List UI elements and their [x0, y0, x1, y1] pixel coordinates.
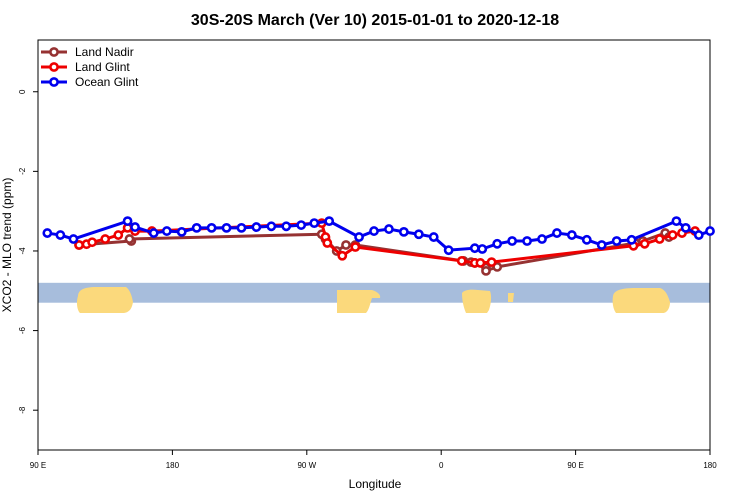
x-axis-label: Longitude: [349, 477, 402, 491]
axes: 90 E 180 90 W 0 90 E 180 0 -2 -4 -6 -8: [18, 39, 717, 470]
data-point: [537, 234, 547, 244]
land-region: [76, 287, 133, 313]
data-point: [626, 234, 637, 245]
legend-item: Land Nadir: [41, 45, 134, 59]
data-point: [611, 236, 622, 246]
data-point: [100, 234, 111, 244]
data-point: [639, 238, 650, 249]
x-tick-label: 90 E: [567, 461, 583, 470]
data-point: [596, 240, 607, 250]
land-region: [462, 289, 492, 313]
data-point: [42, 228, 53, 238]
data-point: [124, 234, 135, 244]
data-point: [475, 258, 486, 268]
data-point: [428, 232, 439, 242]
legend-item: Land Glint: [41, 60, 130, 74]
data-point: [221, 222, 232, 233]
legend-label: Ocean Glint: [75, 75, 139, 89]
y-tick-label: -6: [18, 326, 27, 334]
x-tick-label: 180: [703, 461, 717, 470]
plot-frame: [37, 39, 711, 451]
land-ocean-band: [38, 282, 710, 313]
land-region: [508, 293, 514, 302]
y-tick-label: -8: [18, 406, 27, 414]
data-point: [654, 234, 665, 244]
land-region: [337, 290, 381, 313]
data-point: [492, 238, 503, 249]
data-point: [350, 242, 361, 252]
data-point: [384, 224, 394, 234]
y-tick-label: 0: [18, 89, 27, 94]
legend-label: Land Glint: [75, 60, 130, 74]
data-point: [309, 218, 320, 229]
y-tick-label: -4: [18, 247, 27, 255]
data-point: [130, 222, 140, 232]
data-point: [481, 265, 491, 276]
data-point: [369, 226, 379, 236]
data-point: [566, 230, 577, 240]
data-point: [341, 240, 351, 250]
chart-title: 30S-20S March (Ver 10) 2015-01-01 to 202…: [191, 12, 559, 29]
data-point: [680, 222, 691, 233]
series-layer: [42, 216, 715, 276]
data-point: [581, 234, 592, 245]
legend-item: Ocean Glint: [41, 75, 139, 89]
legend-swatch-marker: [49, 47, 59, 57]
data-point: [354, 232, 364, 242]
data-point: [266, 221, 277, 232]
data-point: [456, 256, 467, 266]
data-point: [281, 221, 292, 232]
data-point: [337, 250, 348, 261]
data-point: [148, 228, 159, 238]
series-ocean-glint: [42, 216, 715, 256]
data-point: [477, 244, 488, 254]
data-point: [552, 228, 562, 238]
data-point: [486, 257, 497, 268]
data-point: [507, 236, 518, 246]
x-tick-label: 90 E: [30, 461, 46, 470]
data-point: [443, 245, 454, 256]
legend-label: Land Nadir: [75, 45, 134, 59]
y-axis-label: XCO2 - MLO trend (ppm): [0, 178, 14, 313]
data-point: [176, 226, 187, 237]
data-point: [693, 230, 704, 240]
legend-swatch-marker: [49, 62, 59, 72]
data-point: [296, 220, 307, 230]
data-point: [161, 226, 172, 236]
x-tick-label: 180: [166, 461, 180, 470]
legend-swatch-marker: [49, 77, 59, 87]
data-point: [667, 230, 678, 240]
y-tick-label: -2: [18, 167, 27, 175]
data-point: [68, 234, 79, 244]
x-tick-label: 0: [439, 461, 444, 470]
data-point: [113, 230, 124, 240]
data-point: [236, 222, 247, 233]
data-point: [705, 226, 715, 236]
data-point: [87, 237, 98, 248]
data-point: [671, 216, 682, 227]
data-point: [413, 229, 424, 240]
data-point: [322, 238, 333, 248]
data-point: [324, 216, 335, 227]
data-point: [251, 222, 262, 232]
data-point: [522, 236, 532, 246]
data-point: [55, 230, 66, 240]
land-region: [612, 288, 670, 313]
data-point: [398, 226, 409, 237]
data-point: [191, 222, 202, 233]
data-point: [469, 243, 480, 254]
data-point: [206, 222, 217, 233]
x-tick-label: 90 W: [297, 461, 316, 470]
data-point: [122, 216, 133, 227]
